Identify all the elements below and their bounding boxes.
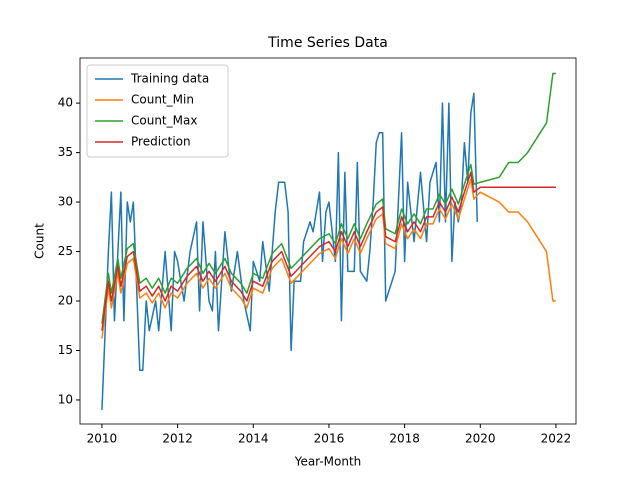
y-tick-label: 10 [58, 392, 73, 406]
series-line [101, 92, 478, 410]
y-tick-label: 20 [58, 294, 73, 308]
x-tick-label: 2012 [162, 432, 193, 446]
x-axis-label: Year-Month [294, 455, 362, 469]
x-tick-label: 2010 [87, 432, 118, 446]
legend-label: Training data [130, 72, 209, 86]
y-tick-label: 25 [58, 244, 73, 258]
legend-label: Count_Max [131, 114, 197, 128]
series-line [101, 178, 556, 339]
x-tick-label: 2014 [238, 432, 269, 446]
y-tick-label: 35 [58, 145, 73, 159]
series-line [101, 171, 556, 331]
y-tick-label: 30 [58, 195, 73, 209]
y-tick-label: 40 [58, 96, 73, 110]
y-tick-label: 15 [58, 343, 73, 357]
legend-label: Count_Min [131, 93, 194, 107]
x-tick-label: 2018 [389, 432, 420, 446]
x-tick-label: 2016 [314, 432, 345, 446]
chart-title: Time Series Data [267, 35, 388, 51]
x-tick-label: 2020 [465, 432, 496, 446]
series-line [101, 72, 556, 324]
legend-label: Prediction [131, 135, 191, 149]
axes-frame [79, 57, 577, 425]
y-axis-label: Count [33, 223, 47, 259]
x-tick-label: 2022 [541, 432, 572, 446]
legend-box [86, 64, 229, 158]
